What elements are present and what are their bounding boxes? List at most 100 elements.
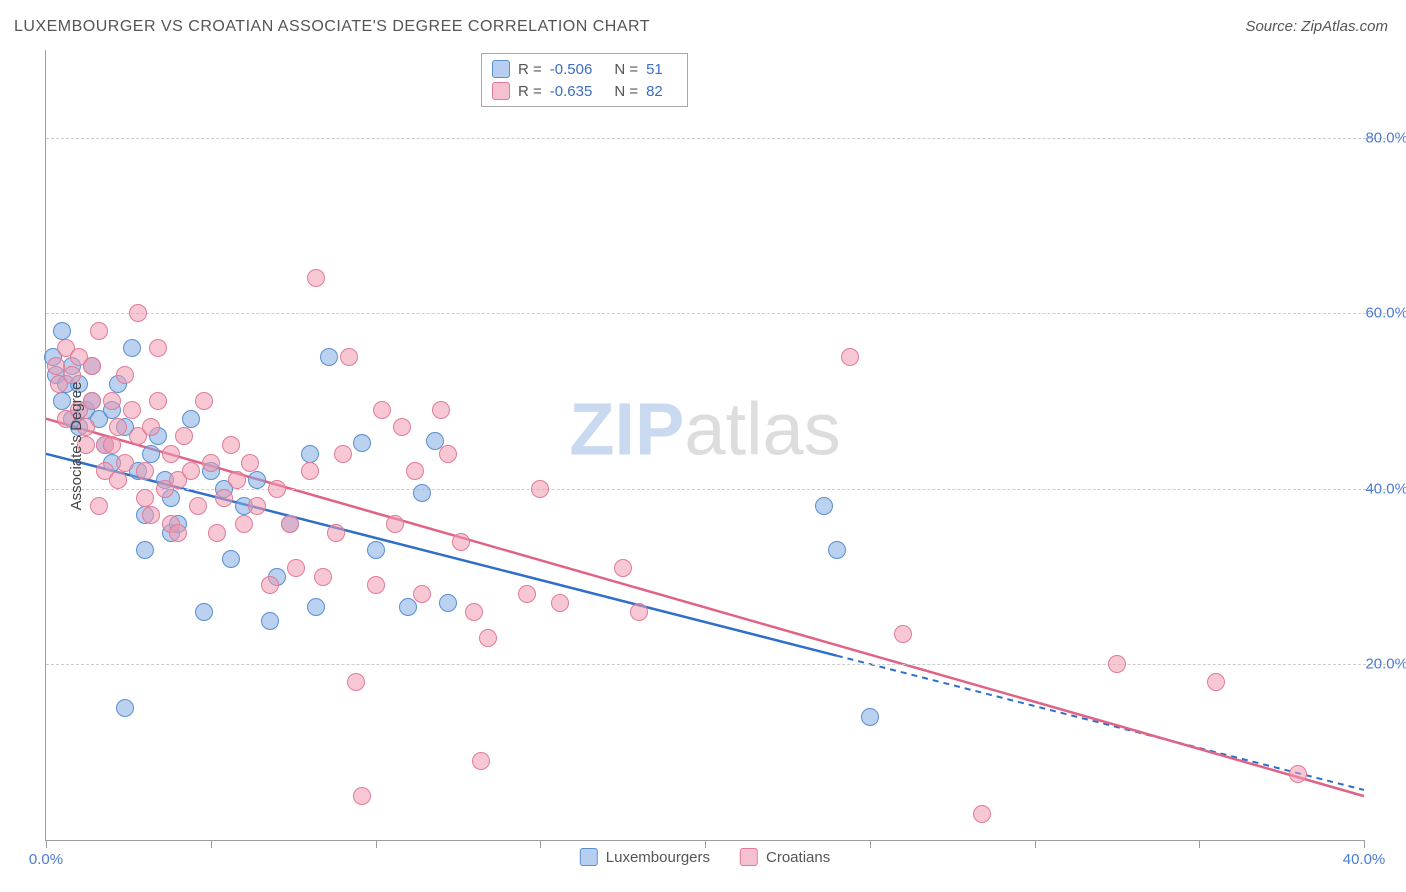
data-point-croatians (169, 524, 187, 542)
swatch-croatians-2 (740, 848, 758, 866)
data-point-croatians (472, 752, 490, 770)
data-point-croatians (314, 568, 332, 586)
data-point-croatians (630, 603, 648, 621)
data-point-croatians (103, 392, 121, 410)
data-point-croatians (261, 576, 279, 594)
data-point-croatians (614, 559, 632, 577)
x-tick (1035, 840, 1036, 848)
data-point-croatians (327, 524, 345, 542)
data-point-croatians (465, 603, 483, 621)
data-point-croatians (1289, 765, 1307, 783)
legend-series: Luxembourgers Croatians (580, 848, 830, 866)
data-point-croatians (307, 269, 325, 287)
data-point-croatians (116, 366, 134, 384)
data-point-croatians (228, 471, 246, 489)
data-point-croatians (281, 515, 299, 533)
data-point-croatians (841, 348, 859, 366)
data-point-croatians (109, 471, 127, 489)
data-point-croatians (83, 357, 101, 375)
data-point-croatians (241, 454, 259, 472)
data-point-croatians (83, 392, 101, 410)
data-point-croatians (90, 497, 108, 515)
data-point-croatians (973, 805, 991, 823)
x-tick-label: 40.0% (1343, 851, 1386, 868)
data-point-croatians (136, 489, 154, 507)
data-point-croatians (208, 524, 226, 542)
data-point-croatians (222, 436, 240, 454)
data-point-luxembourgers (439, 594, 457, 612)
data-point-luxembourgers (136, 541, 154, 559)
data-point-croatians (334, 445, 352, 463)
data-point-croatians (195, 392, 213, 410)
x-tick-label: 0.0% (29, 851, 63, 868)
data-point-croatians (413, 585, 431, 603)
data-point-luxembourgers (142, 445, 160, 463)
data-point-luxembourgers (367, 541, 385, 559)
data-point-luxembourgers (861, 708, 879, 726)
data-point-luxembourgers (195, 603, 213, 621)
data-point-luxembourgers (222, 550, 240, 568)
data-point-croatians (149, 392, 167, 410)
x-tick (1199, 840, 1200, 848)
data-point-croatians (518, 585, 536, 603)
x-tick (540, 840, 541, 848)
data-point-luxembourgers (116, 699, 134, 717)
data-point-croatians (301, 462, 319, 480)
y-tick-label: 80.0% (1365, 129, 1406, 146)
data-point-luxembourgers (301, 445, 319, 463)
x-tick (870, 840, 871, 848)
gridline (46, 138, 1386, 139)
data-point-croatians (116, 454, 134, 472)
data-point-croatians (347, 673, 365, 691)
data-point-luxembourgers (248, 471, 266, 489)
data-point-luxembourgers (815, 497, 833, 515)
data-point-croatians (123, 401, 141, 419)
data-point-croatians (373, 401, 391, 419)
x-tick (376, 840, 377, 848)
data-point-croatians (162, 445, 180, 463)
swatch-luxembourgers-2 (580, 848, 598, 866)
source-label: Source: ZipAtlas.com (1245, 18, 1388, 35)
data-point-croatians (479, 629, 497, 647)
data-point-croatians (235, 515, 253, 533)
gridline (46, 313, 1386, 314)
data-point-croatians (452, 533, 470, 551)
data-point-luxembourgers (53, 322, 71, 340)
data-point-croatians (406, 462, 424, 480)
chart-title: LUXEMBOURGER VS CROATIAN ASSOCIATE'S DEG… (14, 18, 650, 36)
x-tick (1364, 840, 1365, 848)
data-point-croatians (894, 625, 912, 643)
gridline (46, 664, 1386, 665)
data-point-croatians (142, 506, 160, 524)
gridline (46, 489, 1386, 490)
data-point-croatians (353, 787, 371, 805)
y-tick-label: 40.0% (1365, 480, 1406, 497)
data-point-croatians (109, 418, 127, 436)
chart-svg (46, 50, 1364, 840)
data-point-croatians (551, 594, 569, 612)
data-point-croatians (142, 418, 160, 436)
data-point-croatians (182, 462, 200, 480)
data-point-croatians (393, 418, 411, 436)
data-point-croatians (103, 436, 121, 454)
data-point-croatians (175, 427, 193, 445)
x-tick (211, 840, 212, 848)
data-point-croatians (268, 480, 286, 498)
data-point-croatians (215, 489, 233, 507)
data-point-croatians (90, 322, 108, 340)
data-point-croatians (531, 480, 549, 498)
data-point-croatians (1207, 673, 1225, 691)
y-tick-label: 20.0% (1365, 656, 1406, 673)
data-point-luxembourgers (828, 541, 846, 559)
data-point-croatians (202, 454, 220, 472)
data-point-luxembourgers (399, 598, 417, 616)
data-point-croatians (432, 401, 450, 419)
data-point-croatians (367, 576, 385, 594)
legend-item-croatians: Croatians (740, 848, 830, 866)
data-point-luxembourgers (182, 410, 200, 428)
x-tick (46, 840, 47, 848)
data-point-croatians (189, 497, 207, 515)
data-point-luxembourgers (307, 598, 325, 616)
data-point-croatians (129, 304, 147, 322)
data-point-croatians (439, 445, 457, 463)
